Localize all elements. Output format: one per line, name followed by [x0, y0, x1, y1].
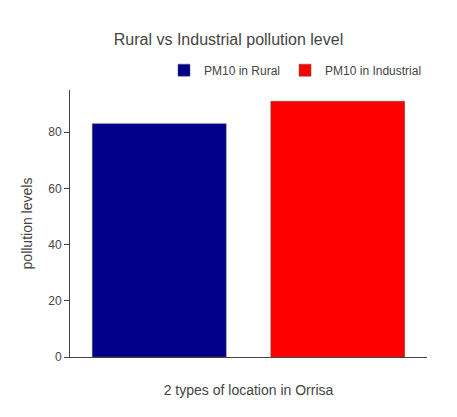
svg-text:PM10 in Rural: PM10 in Rural — [204, 64, 280, 78]
svg-text:pollution levels: pollution levels — [19, 178, 35, 270]
svg-text:Rural vs Industrial pollution: Rural vs Industrial pollution level — [114, 31, 343, 48]
svg-text:60: 60 — [48, 182, 62, 196]
svg-text:0: 0 — [55, 350, 62, 364]
svg-text:40: 40 — [48, 238, 62, 252]
svg-text:20: 20 — [48, 294, 62, 308]
svg-text:PM10 in Industrial: PM10 in Industrial — [325, 64, 421, 78]
svg-text:2 types of location in Orrisa: 2 types of location in Orrisa — [164, 382, 334, 398]
svg-text:80: 80 — [48, 125, 62, 139]
